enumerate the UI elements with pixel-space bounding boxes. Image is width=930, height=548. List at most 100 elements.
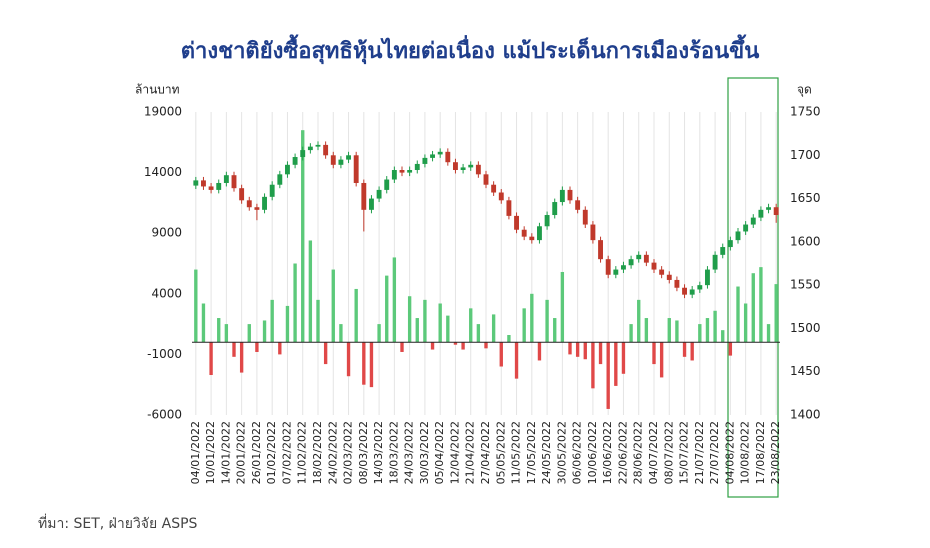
candle-body bbox=[353, 155, 359, 183]
candle-body bbox=[498, 192, 504, 201]
bar bbox=[323, 342, 328, 365]
bar bbox=[217, 318, 221, 343]
candle-body bbox=[743, 224, 749, 232]
candle-body bbox=[621, 265, 626, 270]
bar bbox=[285, 305, 290, 343]
bar bbox=[392, 257, 397, 343]
x-tick-label: 08/07/2022 bbox=[662, 421, 675, 484]
candle-body bbox=[407, 170, 413, 173]
candle-body bbox=[239, 188, 245, 201]
candle-body bbox=[705, 269, 710, 286]
bar bbox=[514, 342, 519, 379]
x-tick-label: 10/06/2022 bbox=[586, 421, 599, 484]
bar bbox=[423, 299, 427, 343]
candle-body bbox=[636, 254, 642, 260]
candle-body bbox=[567, 189, 573, 201]
candle-body bbox=[514, 215, 519, 230]
bar bbox=[606, 342, 610, 409]
candle-body bbox=[674, 279, 680, 288]
x-tick-label: 24/05/2022 bbox=[540, 421, 553, 484]
x-tick-label: 04/07/2022 bbox=[647, 421, 660, 484]
bar bbox=[209, 342, 213, 376]
candle-body bbox=[369, 198, 374, 210]
bar bbox=[560, 271, 565, 343]
candle-body bbox=[613, 269, 619, 275]
candle-body bbox=[460, 167, 466, 171]
x-tick-label: 17/08/2022 bbox=[754, 421, 767, 484]
bar bbox=[591, 342, 595, 389]
candle-body bbox=[575, 200, 581, 210]
candle-body bbox=[300, 150, 306, 158]
candle-body bbox=[223, 175, 229, 183]
bar bbox=[575, 342, 580, 357]
bar bbox=[705, 318, 710, 343]
candle-body bbox=[750, 217, 756, 225]
candle-body bbox=[338, 159, 344, 165]
candle-body bbox=[491, 184, 497, 193]
candle-body bbox=[598, 240, 603, 260]
candle-body bbox=[559, 189, 565, 203]
bar bbox=[507, 335, 511, 343]
bar bbox=[568, 342, 572, 355]
x-tick-label: 30/03/2022 bbox=[418, 421, 431, 484]
candle-body bbox=[422, 157, 428, 164]
x-tick-label: 20/01/2022 bbox=[235, 421, 248, 484]
source-note: ที่มา: SET, ฝ่ายวิจัย ASPS bbox=[38, 514, 198, 532]
candle-body bbox=[720, 247, 726, 255]
candle-body bbox=[269, 184, 275, 197]
bar bbox=[461, 342, 465, 350]
candle-body bbox=[246, 200, 252, 208]
bar bbox=[743, 303, 748, 343]
bar bbox=[308, 240, 313, 343]
candle-body bbox=[292, 157, 298, 165]
candle-body bbox=[361, 182, 367, 210]
bar bbox=[232, 342, 236, 357]
x-tick-label: 27/04/2022 bbox=[479, 421, 492, 484]
candle-body bbox=[552, 202, 558, 216]
bar bbox=[728, 342, 733, 356]
x-tick-label: 14/03/2022 bbox=[372, 421, 385, 484]
x-tick-label: 18/02/2022 bbox=[311, 421, 324, 484]
bar bbox=[530, 293, 534, 343]
bar bbox=[239, 342, 244, 373]
bar bbox=[354, 288, 358, 343]
candle-body bbox=[208, 186, 214, 190]
candle-body bbox=[468, 164, 474, 168]
bar bbox=[262, 320, 267, 343]
candle-body bbox=[384, 179, 390, 190]
bar bbox=[476, 324, 481, 343]
candle-body bbox=[262, 196, 267, 210]
y2-tick-label: 1700 bbox=[790, 148, 821, 162]
candle-body bbox=[605, 259, 611, 275]
x-tick-label: 30/05/2022 bbox=[555, 421, 568, 484]
candle-body bbox=[506, 200, 512, 216]
bar bbox=[247, 324, 251, 343]
x-tick-label: 18/03/2022 bbox=[387, 421, 400, 484]
candle-body bbox=[323, 144, 329, 156]
bar bbox=[278, 342, 282, 355]
bar bbox=[553, 318, 557, 343]
bar bbox=[537, 342, 542, 361]
candle-body bbox=[521, 229, 527, 237]
x-tick-label: 17/05/2022 bbox=[525, 421, 538, 484]
chart-title: ต่างชาติยังซื้อสุทธิหุ้นไทยต่อเนื่อง แม้… bbox=[181, 34, 760, 65]
x-tick-label: 05/05/2022 bbox=[494, 421, 507, 484]
y2-tick-label: 1600 bbox=[790, 234, 821, 248]
candle-body bbox=[483, 174, 489, 185]
candle-body bbox=[682, 287, 687, 295]
bar bbox=[407, 296, 412, 343]
x-tick-label: 21/04/2022 bbox=[464, 421, 477, 484]
y2-tick-label: 1450 bbox=[790, 364, 821, 378]
bar bbox=[415, 318, 419, 343]
y2-tick-label: 1400 bbox=[790, 408, 821, 422]
candle-body bbox=[437, 151, 443, 155]
y-axis-label: ล้านบาท bbox=[135, 83, 180, 97]
candle-body bbox=[277, 174, 283, 185]
bar bbox=[438, 303, 442, 343]
candle-body bbox=[643, 254, 649, 263]
bar bbox=[491, 314, 496, 343]
bar bbox=[201, 303, 206, 343]
x-tick-label: 28/06/2022 bbox=[632, 421, 645, 484]
candle-body bbox=[216, 182, 222, 190]
